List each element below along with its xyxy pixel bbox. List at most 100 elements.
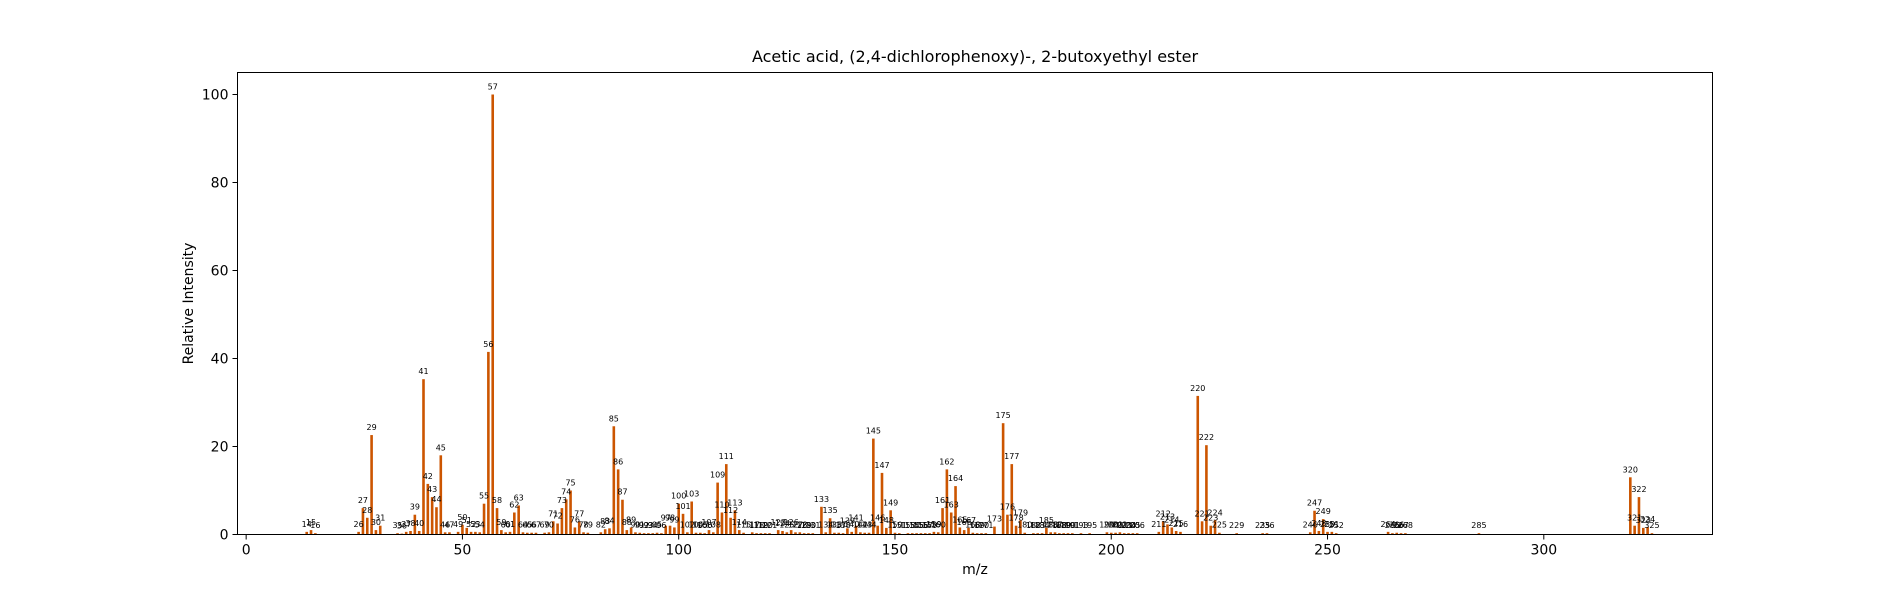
peak-label-190: 190 [1060,521,1075,530]
peak-bar-94 [651,533,655,535]
peak-bar-51 [465,527,469,535]
peak-label-86: 86 [613,457,623,466]
peak-label-54: 54 [475,520,485,529]
peak-label-114: 114 [732,518,747,527]
peak-bar-130 [807,533,810,535]
peak-bar-140 [850,531,854,535]
peak-bar-67 [534,532,538,535]
peak-label-225: 225 [1212,521,1227,530]
peak-bar-216 [1179,531,1182,535]
x-tick-label: 0 [242,543,251,559]
peak-label-70: 70 [544,520,554,529]
chart-title: Acetic acid, (2,4-dichlorophenoxy)-, 2-b… [752,47,1199,66]
peak-bar-42 [426,483,430,535]
peak-bar-40 [417,530,421,535]
peak-bar-93 [647,533,650,535]
peak-bar-50 [461,524,464,535]
peak-label-95: 95 [652,521,662,530]
peak-label-176: 176 [1000,503,1015,512]
peak-bar-138 [841,533,845,535]
peak-label-36: 36 [397,522,407,531]
peak-label-250: 250 [1320,520,1335,529]
peak-label-79: 79 [583,521,593,530]
peak-bar-186 [1049,532,1052,535]
peak-bar-57 [491,94,495,535]
peak-bar-75 [569,490,572,535]
peak-label-151: 151 [892,521,907,530]
peak-label-102: 102 [680,520,695,529]
peak-bar-123 [776,530,780,535]
peak-label-203: 203 [1117,521,1132,530]
peak-bar-200 [1109,532,1113,535]
peak-label-248: 248 [1311,519,1326,528]
peak-bar-191 [1071,533,1074,535]
peak-bar-188 [1058,533,1061,535]
peak-label-213: 213 [1160,512,1175,521]
peak-bar-92 [642,533,646,535]
peak-label-104: 104 [688,521,703,530]
peak-bar-324 [1646,527,1649,535]
peak-bar-136 [833,532,836,535]
peak-bar-78 [582,532,585,535]
peak-label-30: 30 [371,518,381,527]
peak-bar-35 [396,533,399,535]
peak-label-29: 29 [366,423,376,432]
peak-label-137: 137 [831,521,846,530]
peak-bar-15 [309,530,313,535]
peak-label-323: 323 [1636,516,1651,525]
peak-bar-325 [1650,533,1654,535]
peak-label-134: 134 [818,520,833,529]
peak-bar-214 [1170,527,1174,535]
peak-bar-182 [1032,533,1035,535]
peak-bar-97 [664,525,668,535]
peak-label-99: 99 [669,515,679,524]
peak-bar-77 [577,521,581,535]
peak-bar-119 [759,533,763,535]
peak-bar-110 [720,512,724,535]
peak-label-126: 126 [784,518,799,527]
y-tick-label: 40 [211,352,229,368]
peak-bar-195 [1088,533,1091,535]
peak-bar-45 [439,455,443,535]
peak-bar-76 [573,527,577,535]
peak-bar-104 [694,532,698,535]
peak-label-224: 224 [1207,508,1222,517]
peak-bar-251 [1330,531,1334,535]
peak-label-113: 113 [727,498,742,507]
peak-bar-162 [945,469,949,535]
peak-bar-223 [1209,525,1213,535]
peak-bar-83 [603,529,607,535]
peak-bar-85 [612,426,616,535]
peak-bar-175 [1001,423,1005,535]
peak-label-266: 266 [1389,521,1404,530]
peak-label-27: 27 [358,496,368,505]
peak-label-320: 320 [1623,465,1638,474]
peak-label-136: 136 [827,521,842,530]
peak-label-120: 120 [758,521,773,530]
peak-label-178: 178 [1008,514,1023,523]
peak-label-35: 35 [392,521,402,530]
peak-bar-38 [409,530,412,535]
peak-bar-154 [910,533,914,535]
peak-bar-142 [859,532,862,535]
peak-bar-27 [361,508,365,535]
x-axis-ticks: 0 50 100 150 200 250 300 [242,534,1557,559]
peak-label-106: 106 [697,521,712,530]
peak-label-52: 52 [466,520,476,529]
peak-bar-322 [1637,497,1641,535]
peak-bar-180 [1023,532,1027,535]
peak-bar-146 [876,525,879,535]
peak-label-112: 112 [723,506,738,515]
peak-label-212: 212 [1156,509,1171,518]
peak-label-177: 177 [1004,452,1019,461]
peak-bar-105 [699,532,702,535]
peak-bar-37 [404,531,408,535]
peak-bar-215 [1174,530,1178,535]
peak-label-78: 78 [578,520,588,529]
peak-bar-52 [469,531,473,535]
peak-bar-221 [1200,521,1204,535]
peak-bar-82 [599,532,603,535]
peak-label-265: 265 [1385,521,1400,530]
peak-bar-267 [1399,533,1403,535]
